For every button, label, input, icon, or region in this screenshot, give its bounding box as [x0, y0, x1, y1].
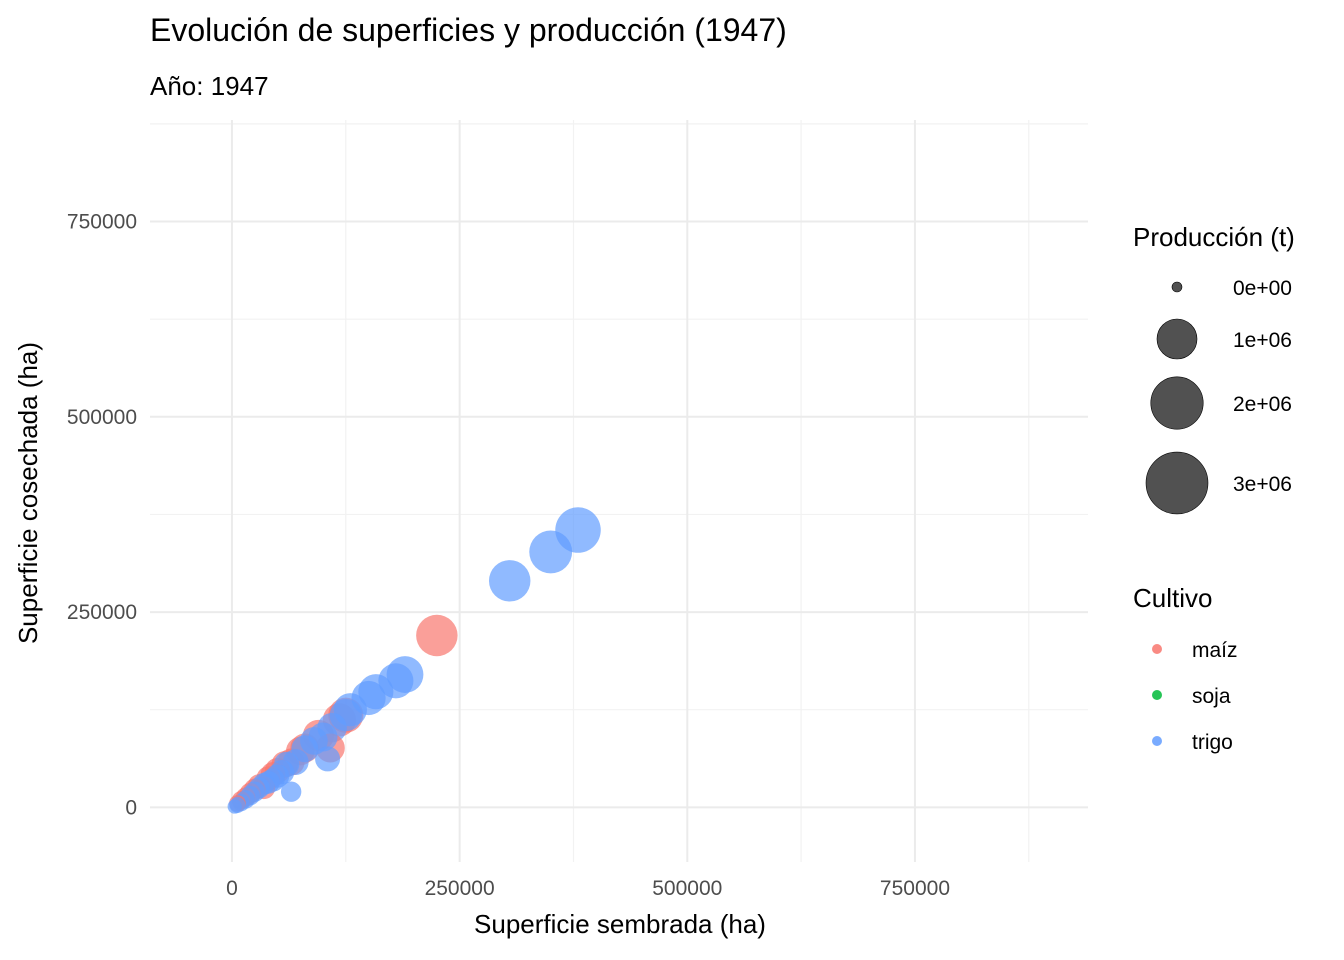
x-axis-ticks: 0 250000 500000 750000 [226, 877, 950, 900]
minor-gridlines [150, 120, 1088, 862]
size-legend-symbol [1171, 281, 1183, 293]
color-legend-symbol [1152, 736, 1162, 746]
data-point-trigo [488, 560, 531, 602]
y-axis-ticks: 0 250000 500000 750000 [67, 211, 137, 820]
size-legend-label: 3e+06 [1233, 473, 1292, 496]
data-points [227, 507, 601, 814]
y-axis-title: Superficie cosechada (ha) [13, 342, 43, 644]
y-tick-label: 500000 [67, 406, 137, 429]
x-axis-title: Superficie sembrada (ha) [474, 909, 766, 939]
size-legend-label: 1e+06 [1233, 329, 1292, 352]
size-legend-symbol [1145, 451, 1209, 515]
color-legend-label: trigo [1192, 731, 1233, 754]
size-legend-symbol [1150, 376, 1204, 430]
data-point-maíz [416, 614, 458, 657]
size-legend-label: 0e+00 [1233, 277, 1292, 300]
size-legend-symbol [1156, 318, 1198, 360]
chart-title: Evolución de superficies y producción (1… [150, 12, 787, 48]
size-legend: Producción (t) 0e+00 1e+06 2e+06 3e+06 [1133, 222, 1295, 515]
size-legend-title: Producción (t) [1133, 222, 1295, 252]
chart-subtitle: Año: 1947 [150, 71, 269, 101]
color-legend-label: maíz [1192, 639, 1238, 662]
color-legend-label: soja [1192, 685, 1231, 708]
major-gridlines [150, 120, 1088, 862]
data-point-trigo [529, 530, 573, 574]
data-point-trigo [315, 746, 341, 772]
x-tick-label: 250000 [425, 877, 495, 900]
color-legend-symbol [1152, 690, 1162, 700]
y-tick-label: 0 [125, 796, 137, 819]
color-legend-symbol [1152, 644, 1162, 654]
x-tick-label: 0 [226, 877, 238, 900]
data-point-trigo [280, 781, 302, 802]
x-tick-label: 500000 [652, 877, 722, 900]
color-legend: Cultivo maíz soja trigo [1133, 583, 1238, 754]
size-legend-label: 2e+06 [1233, 393, 1292, 416]
y-tick-label: 750000 [67, 211, 137, 234]
y-tick-label: 250000 [67, 601, 137, 624]
color-legend-title: Cultivo [1133, 583, 1212, 613]
x-tick-label: 750000 [880, 877, 950, 900]
data-point-trigo [227, 799, 242, 814]
